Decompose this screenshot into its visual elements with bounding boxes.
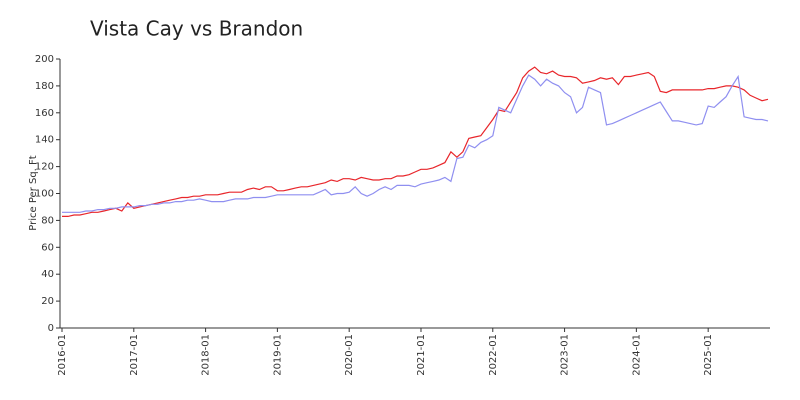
x-tick-label: 2017-01 — [129, 334, 140, 376]
y-tick-label: 180 — [35, 81, 54, 92]
y-tick-label: 40 — [41, 269, 54, 280]
y-tick-label: 20 — [41, 296, 54, 307]
x-tick-label: 2022-01 — [488, 334, 499, 376]
x-tick-label: 2023-01 — [560, 334, 571, 376]
y-tick-label: 80 — [41, 215, 54, 226]
y-tick-label: 0 — [48, 323, 54, 334]
chart-title: Vista Cay vs Brandon — [90, 17, 303, 41]
y-axis-label: Price Per Sq. Ft — [28, 155, 39, 230]
y-tick-label: 140 — [35, 135, 54, 146]
x-tick-label: 2018-01 — [201, 334, 212, 376]
y-tick-label: 60 — [41, 242, 54, 253]
x-tick-label: 2016-01 — [57, 334, 68, 376]
x-tick-label: 2024-01 — [631, 334, 642, 376]
x-tick-label: 2019-01 — [272, 334, 283, 376]
y-tick-label: 120 — [35, 162, 54, 173]
y-tick-label: 160 — [35, 108, 54, 119]
series-line — [62, 74, 769, 213]
x-tick-label: 2020-01 — [344, 334, 355, 376]
y-tick-label: 200 — [35, 54, 54, 65]
y-tick-label: 100 — [35, 189, 54, 200]
x-tick-label: 2021-01 — [416, 334, 427, 376]
series-line — [62, 66, 769, 217]
x-tick-label: 2025-01 — [703, 334, 714, 376]
